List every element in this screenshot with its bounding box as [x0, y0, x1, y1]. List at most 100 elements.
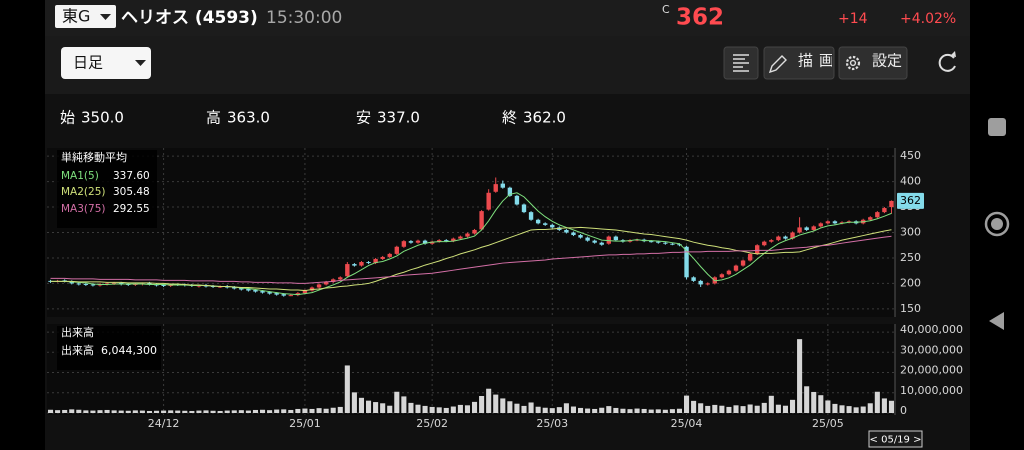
draw-button[interactable]: [763, 46, 835, 80]
ma-legend-name: MA2(25): [61, 186, 105, 198]
candle-body: [825, 221, 831, 224]
y-tick-label: 400: [900, 175, 921, 188]
candle-body: [677, 244, 682, 246]
candle-body: [366, 262, 371, 264]
nav-back[interactable]: [989, 312, 1004, 330]
cursor-label: < 05/19 >: [870, 435, 922, 446]
candle-body: [493, 184, 498, 192]
volume-bar: [281, 409, 287, 413]
x-tick-label: 25/02: [416, 417, 448, 430]
candle-body: [62, 280, 67, 282]
ma-line: [50, 235, 892, 284]
volume-bar: [563, 403, 569, 413]
candle-body: [790, 232, 795, 239]
candle-body: [733, 265, 739, 271]
candle-body: [316, 284, 322, 288]
candle-body: [769, 240, 774, 242]
volume-bar: [599, 407, 605, 413]
volume-bar: [47, 409, 54, 413]
volume-tick-label: 10,000,000: [900, 384, 963, 397]
volume-bar: [577, 407, 584, 413]
list-icon: [733, 54, 749, 72]
volume-bar: [365, 400, 372, 413]
volume-bar: [860, 406, 866, 413]
candle-body: [331, 279, 336, 282]
market-select[interactable]: [55, 5, 116, 28]
candle-body: [253, 290, 258, 292]
settings-button[interactable]: [838, 46, 908, 80]
volume-bar: [125, 410, 131, 413]
candle-body: [437, 240, 442, 242]
volume-bar: [881, 398, 887, 413]
volume-bar: [203, 410, 209, 413]
candle-body: [401, 241, 407, 247]
candle-body: [309, 287, 315, 291]
candle-body: [126, 283, 131, 285]
time: 15:30:00: [266, 8, 342, 28]
nav-home[interactable]: [984, 211, 1010, 237]
x-tick-label: 25/04: [671, 417, 703, 430]
candle-body: [154, 284, 159, 286]
cursor-box[interactable]: [868, 430, 923, 448]
gear-center: [849, 59, 857, 67]
price: 362: [676, 5, 724, 31]
volume-bar: [528, 402, 534, 413]
volume-bar: [422, 405, 428, 413]
volume-bar: [839, 405, 845, 413]
candle-body: [479, 211, 484, 230]
volume-legend-name: 出来高: [61, 343, 94, 357]
volume-bar: [337, 406, 343, 413]
candle-body: [380, 256, 385, 259]
stock-name: ヘリオス (4593): [121, 8, 258, 28]
ma-legend-value: 305.48: [113, 186, 150, 198]
refresh-icon[interactable]: [938, 53, 956, 72]
candle-body: [599, 242, 604, 245]
candle-body: [882, 208, 887, 213]
candle-body: [429, 241, 435, 244]
volume-bar: [175, 410, 181, 413]
candle-body: [698, 280, 703, 285]
volume-bar: [585, 408, 591, 413]
volume-bar: [804, 386, 810, 413]
price-flag: C: [662, 3, 670, 16]
candle-body: [281, 294, 286, 296]
candle-body: [486, 192, 491, 210]
candle-body: [550, 224, 555, 228]
volume-bar: [486, 388, 492, 413]
candle-body: [656, 241, 661, 243]
candle-body: [338, 277, 343, 280]
last-price-tag: [897, 192, 924, 209]
ohlc-label: 高: [206, 109, 221, 127]
candle-body: [783, 236, 788, 239]
candle-body: [719, 274, 725, 278]
nav-home-dot: [991, 218, 1003, 230]
y-tick-label: 300: [900, 226, 921, 239]
period-select[interactable]: [61, 47, 151, 79]
volume-bar: [493, 394, 499, 413]
candle-body: [663, 242, 668, 244]
candle-body: [875, 212, 880, 218]
volume-bar: [747, 404, 753, 413]
nav-recent[interactable]: [988, 118, 1006, 136]
candle-body: [797, 227, 802, 233]
volume-bar: [111, 410, 117, 413]
volume-bar: [415, 404, 421, 413]
volume-bar: [789, 399, 796, 413]
volume-bar: [401, 396, 407, 413]
volume-bar: [104, 409, 110, 413]
candle-body: [670, 243, 675, 245]
dropdown-arrow: [135, 60, 146, 66]
ma-legend-name: MA1(5): [61, 170, 99, 182]
volume-bar: [309, 408, 315, 413]
volume-bar: [189, 410, 195, 413]
candle-body: [345, 264, 350, 277]
volume-bar: [676, 408, 683, 413]
volume-bar: [344, 365, 350, 413]
ohlc-value: 350.0: [81, 109, 124, 127]
volume-bar: [655, 409, 661, 413]
volume-bar: [450, 406, 456, 413]
ohlc-label: 安: [356, 109, 371, 127]
candle-body: [422, 240, 428, 244]
candle-body: [543, 223, 548, 225]
